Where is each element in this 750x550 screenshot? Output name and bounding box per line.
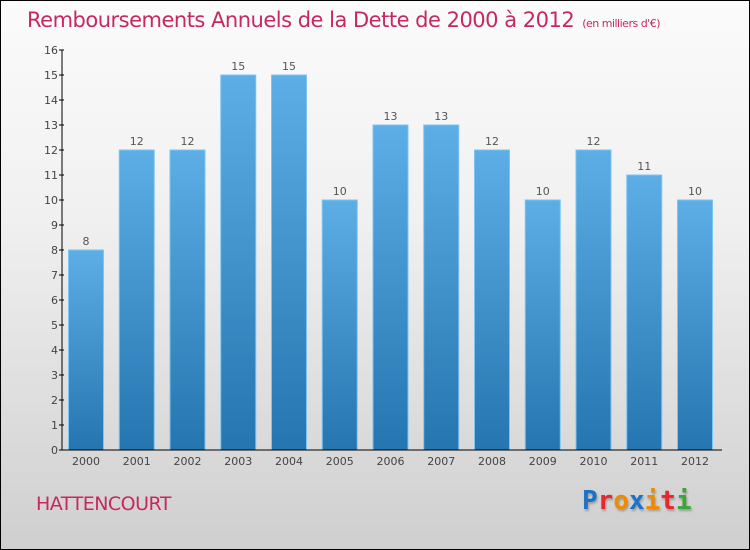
data-label: 13 [384,110,398,123]
y-tick-label: 11 [44,169,58,182]
y-tick-label: 6 [51,294,58,307]
y-tick-label: 10 [44,194,58,207]
x-tick-label: 2004 [275,455,303,468]
bar-2011 [626,174,663,451]
x-tick-label: 2000 [72,455,100,468]
y-tick-label: 13 [44,119,58,132]
bar-2003 [220,74,257,451]
bar-2002 [169,149,206,451]
x-tick-label: 2012 [681,455,709,468]
x-tick-label: 2007 [427,455,455,468]
title-text: Remboursements Annuels de la Dette de 20… [27,8,575,32]
proxiti-logo[interactable]: Proxiti [582,486,692,516]
bar-2006 [372,124,409,451]
data-label: 10 [536,185,550,198]
y-tick-label: 1 [51,419,58,432]
bar-2008 [474,149,510,451]
y-tick-label: 0 [51,444,58,457]
logo-letter: r [597,486,614,516]
bar-2004 [271,74,307,451]
y-tick-label: 4 [51,344,58,357]
logo-letter: o [613,486,629,516]
data-label: 13 [434,110,448,123]
chart-title: Remboursements Annuels de la Dette de 20… [27,8,660,32]
logo-letter: P [582,486,598,516]
bar-2005 [321,199,358,451]
data-label: 12 [485,135,499,148]
bar-2012 [677,199,713,451]
bar-2010 [575,149,612,451]
y-tick-label: 16 [44,44,58,57]
data-label: 10 [688,185,702,198]
logo-letter: t [660,486,676,516]
x-tick-label: 2005 [326,455,354,468]
y-tick-label: 14 [44,94,58,107]
y-tick-label: 15 [44,69,58,82]
y-tick-label: 8 [51,244,58,257]
x-tick-label: 2009 [529,455,557,468]
logo-letter: i [675,486,692,516]
bar-2000 [68,249,104,451]
x-tick-label: 2006 [377,455,405,468]
data-label: 12 [130,135,144,148]
x-tick-label: 2011 [630,455,658,468]
y-tick-label: 12 [44,144,58,157]
data-label: 12 [181,135,195,148]
data-label: 10 [333,185,347,198]
city-name: HATTENCOURT [36,493,171,515]
x-tick-label: 2008 [478,455,506,468]
logo-letter: i [644,486,661,516]
x-tick-label: 2010 [580,455,608,468]
data-label: 12 [587,135,601,148]
x-tick-label: 2003 [224,455,252,468]
y-tick-label: 2 [51,394,58,407]
x-tick-label: 2002 [174,455,202,468]
unit-label: (en milliers d'€) [582,17,660,30]
y-tick-label: 5 [51,319,58,332]
data-label: 15 [282,60,296,73]
y-tick-label: 9 [51,219,58,232]
bar-2001 [118,149,155,451]
bar-2009 [524,199,561,451]
y-tick-label: 7 [51,269,58,282]
y-tick-label: 3 [51,369,58,382]
bar-2007 [423,124,460,451]
data-label: 11 [637,160,651,173]
x-tick-label: 2001 [123,455,151,468]
logo-letter: x [628,486,645,516]
data-label: 15 [231,60,245,73]
data-label: 8 [83,235,90,248]
